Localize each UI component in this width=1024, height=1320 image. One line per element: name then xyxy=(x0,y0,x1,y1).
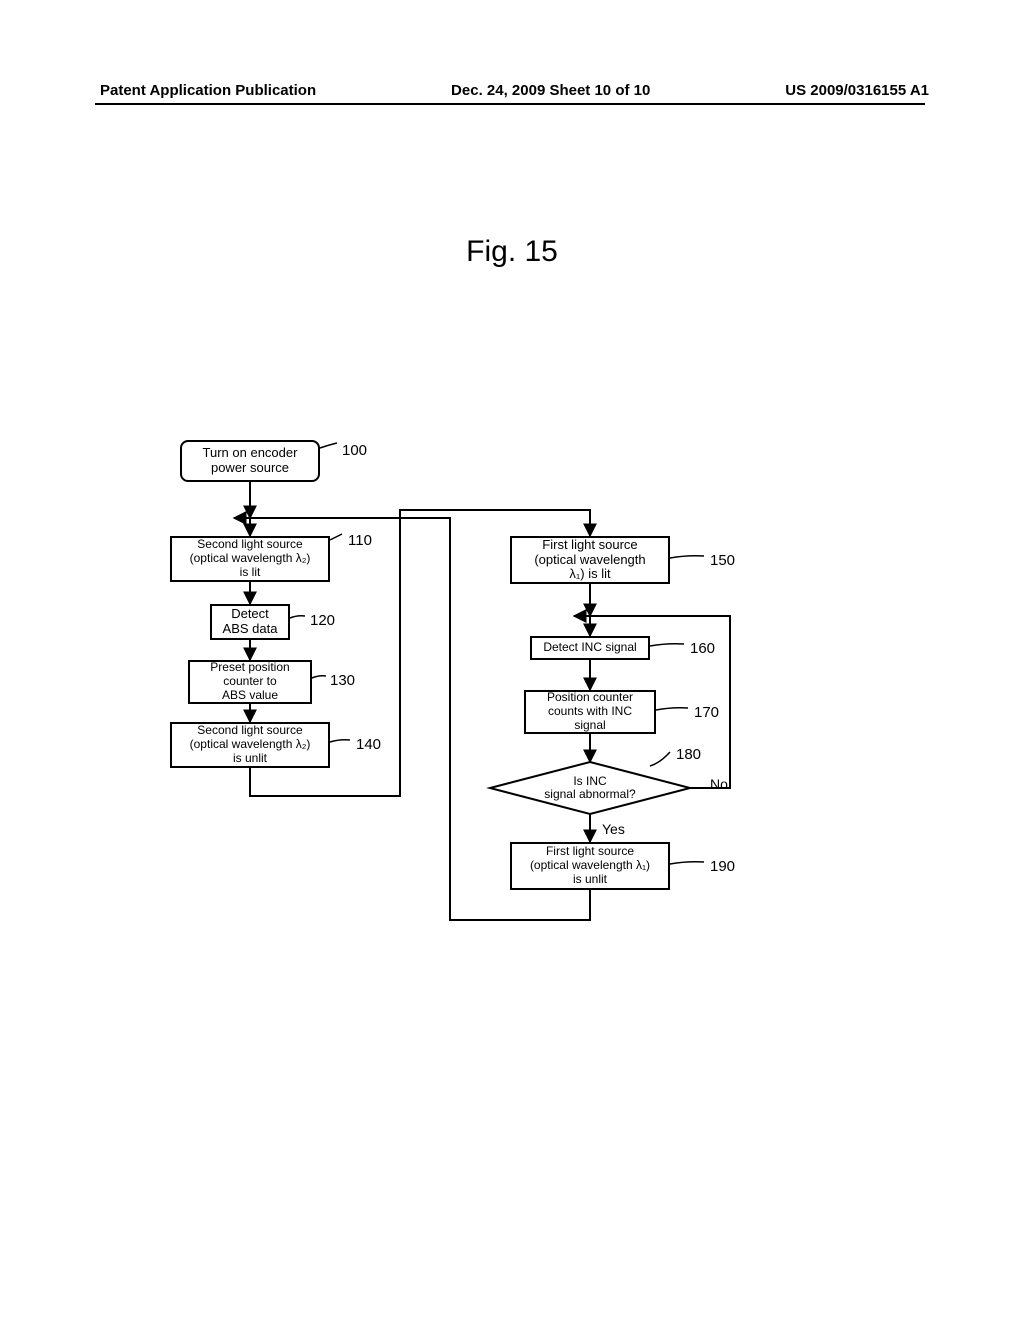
flow-node-n160: Detect INC signal xyxy=(530,636,650,660)
header-center: Dec. 24, 2009 Sheet 10 of 10 xyxy=(451,82,650,99)
ref-label-100: 100 xyxy=(342,442,367,459)
edge-label: Yes xyxy=(602,821,625,837)
ref-label-120: 120 xyxy=(310,612,335,629)
page-header: Patent Application Publication Dec. 24, … xyxy=(0,82,1024,99)
flow-node-n170: Position countercounts with INCsignal xyxy=(524,690,656,734)
ref-label-140: 140 xyxy=(356,736,381,753)
figure-title: Fig. 15 xyxy=(0,235,1024,269)
flow-node-n150: First light source(optical wavelengthλ₁)… xyxy=(510,536,670,584)
flow-node-n130: Preset positioncounter toABS value xyxy=(188,660,312,704)
ref-label-180: 180 xyxy=(676,746,701,763)
edge-label: No xyxy=(710,776,728,792)
header-right: US 2009/0316155 A1 xyxy=(785,82,929,99)
ref-label-130: 130 xyxy=(330,672,355,689)
header-left: Patent Application Publication xyxy=(100,82,316,99)
flow-node-n180: Is INCsignal abnormal? xyxy=(510,770,670,806)
ref-label-150: 150 xyxy=(710,552,735,569)
flow-node-n140: Second light source(optical wavelength λ… xyxy=(170,722,330,768)
flow-node-n110: Second light source(optical wavelength λ… xyxy=(170,536,330,582)
ref-label-160: 160 xyxy=(690,640,715,657)
flow-node-n120: DetectABS data xyxy=(210,604,290,640)
flow-node-n190: First light source(optical wavelength λ₁… xyxy=(510,842,670,890)
ref-label-110: 110 xyxy=(348,532,372,549)
flowchart-canvas: Turn on encoderpower source Second light … xyxy=(170,440,870,1060)
header-rule xyxy=(95,103,925,105)
ref-label-170: 170 xyxy=(694,704,719,721)
ref-label-190: 190 xyxy=(710,858,735,875)
flow-node-n100: Turn on encoderpower source xyxy=(180,440,320,482)
